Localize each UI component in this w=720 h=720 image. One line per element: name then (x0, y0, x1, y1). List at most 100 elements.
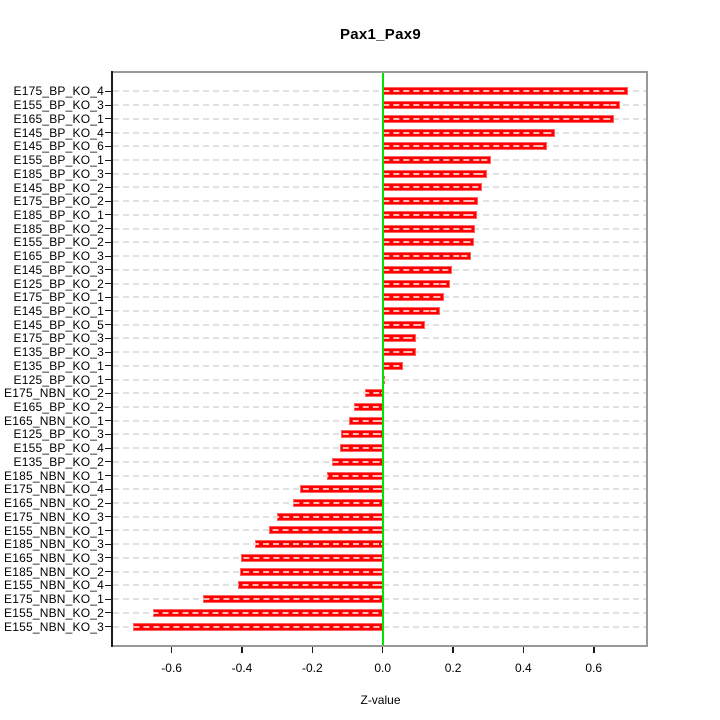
bar-grid-overlay (255, 543, 383, 546)
bar-grid-overlay (132, 625, 383, 628)
y-axis-tick (105, 461, 111, 463)
bar (332, 457, 383, 466)
gridline (113, 90, 646, 93)
y-axis-tick (105, 269, 111, 271)
bar (382, 265, 452, 274)
bar-grid-overlay (202, 598, 383, 601)
bar-grid-overlay (240, 556, 383, 559)
bar-grid-overlay (364, 392, 383, 395)
y-axis-label: E185_NBN_KO_2 (4, 564, 104, 579)
bar (349, 416, 383, 425)
chart-row (113, 469, 646, 483)
y-axis-label: E175_NBN_KO_2 (4, 386, 104, 401)
y-axis-label: E145_BP_KO_6 (13, 139, 104, 154)
y-axis-label: E155_BP_KO_4 (13, 441, 104, 456)
bar (382, 293, 445, 302)
y-axis-tick (105, 200, 111, 202)
y-axis-tick (105, 571, 111, 573)
chart-row (113, 222, 646, 236)
x-tick-label: 0.2 (444, 661, 462, 675)
bar (382, 252, 471, 261)
bar-grid-overlay (153, 611, 383, 614)
bar-grid-overlay (238, 584, 383, 587)
x-axis-tick (522, 647, 525, 653)
y-axis-tick (105, 145, 111, 147)
y-axis-label: E135_BP_KO_1 (13, 358, 104, 373)
bar (364, 389, 383, 398)
gridline (113, 200, 646, 203)
x-axis-tick (593, 647, 595, 653)
plot-area (113, 73, 646, 645)
x-tick-label: -0.6 (161, 661, 182, 675)
gridline (113, 337, 646, 340)
y-axis-label: E125_BP_KO_3 (13, 427, 104, 442)
chart-row (113, 620, 646, 634)
y-axis-tick (105, 379, 111, 381)
y-axis-label: E175_NBN_KO_3 (4, 509, 104, 524)
bar-grid-overlay (340, 447, 383, 450)
chart-row (113, 496, 646, 510)
y-axis-tick (105, 228, 111, 230)
chart-row (113, 167, 646, 181)
gridline (113, 364, 646, 367)
y-axis-tick (105, 488, 111, 490)
y-axis-label: E145_BP_KO_3 (13, 262, 104, 277)
bar (382, 156, 492, 165)
bar-grid-overlay (382, 159, 492, 162)
chart-row (113, 606, 646, 620)
bar (240, 553, 383, 562)
bar-grid-overlay (332, 460, 383, 463)
y-axis-label: E175_BP_KO_3 (13, 331, 104, 346)
bar (382, 142, 547, 151)
chart-row (113, 428, 646, 442)
y-axis-label: E175_BP_KO_4 (13, 84, 104, 99)
chart-row (113, 565, 646, 579)
gridline (113, 241, 646, 244)
bar-grid-overlay (382, 241, 475, 244)
chart-title: Pax1_Pax9 (339, 26, 422, 43)
chart-row (113, 386, 646, 400)
y-axis-label: E135_BP_KO_2 (13, 454, 104, 469)
bar-grid-overlay (382, 364, 404, 367)
y-axis-tick (105, 296, 111, 298)
bar-grid-overlay (382, 351, 417, 354)
y-axis-tick (105, 351, 111, 353)
y-axis-tick (105, 173, 111, 175)
bar (382, 128, 556, 137)
y-axis-tick (105, 420, 111, 422)
bar-grid-overlay (382, 323, 425, 326)
bar-grid-overlay (300, 488, 383, 491)
bar-grid-overlay (382, 90, 629, 93)
bar-grid-overlay (382, 337, 417, 340)
y-axis-label: E185_BP_KO_2 (13, 221, 104, 236)
bar-grid-overlay (276, 515, 383, 518)
y-axis-tick (105, 530, 111, 531)
bar (382, 114, 615, 123)
y-axis-label: E145_BP_KO_2 (13, 180, 104, 195)
y-axis-tick (105, 337, 111, 339)
gridline (113, 351, 646, 354)
bar (382, 238, 475, 247)
gridline (113, 255, 646, 258)
bar (202, 595, 383, 604)
chart-row (113, 318, 646, 332)
chart-row (113, 592, 646, 606)
bar (269, 526, 383, 535)
bar (300, 485, 383, 494)
chart-row (113, 85, 646, 99)
x-axis-tick (381, 647, 384, 653)
bar-grid-overlay (382, 268, 452, 271)
bar-grid-overlay (349, 419, 383, 422)
bar (153, 608, 383, 617)
y-axis-tick (105, 447, 111, 449)
chart-row (113, 290, 646, 304)
bar (292, 499, 383, 508)
bar (382, 334, 417, 343)
x-axis-tick (170, 647, 173, 653)
chart-row (113, 98, 646, 112)
bar (238, 581, 383, 590)
chart-row (113, 236, 646, 250)
x-axis-tick (452, 647, 454, 653)
y-axis-label: E175_NBN_KO_4 (4, 482, 104, 497)
chart-row (113, 537, 646, 551)
